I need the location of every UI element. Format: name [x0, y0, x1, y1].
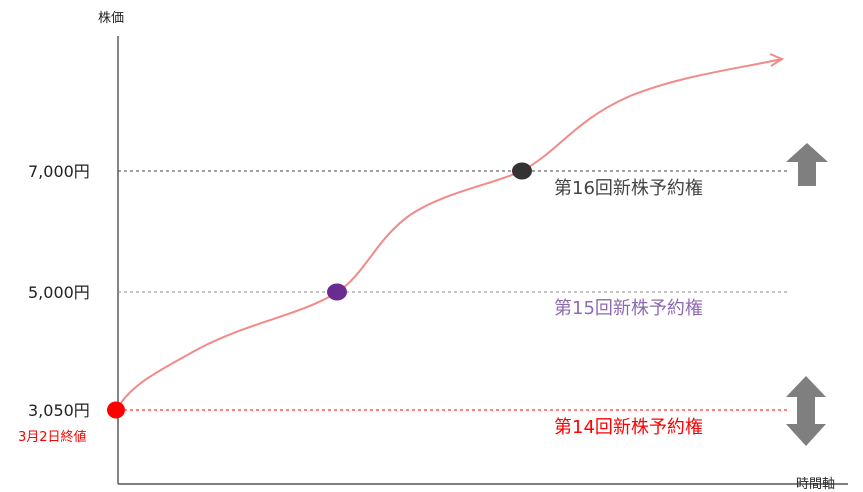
- up-arrow-icon: [786, 143, 828, 186]
- price-label-3050: 3,050円: [28, 401, 90, 420]
- option-label-16: 第16回新株予約権: [554, 178, 703, 199]
- point-5000: [327, 284, 347, 301]
- option-label-14: 第14回新株予約権: [554, 417, 703, 438]
- point-7000: [512, 163, 532, 180]
- closing-price-note: 3月2日終値: [18, 429, 87, 445]
- x-axis-title: 時間軸: [796, 477, 835, 492]
- y-axis-title: 株価: [98, 11, 124, 26]
- up-down-arrow-icon: [786, 376, 826, 446]
- price-label-7000: 7,000円: [28, 162, 90, 181]
- price-label-5000: 5,000円: [28, 283, 90, 302]
- stock-price-curve: [118, 59, 782, 408]
- point-3050: [107, 402, 125, 419]
- option-label-15: 第15回新株予約権: [554, 298, 703, 319]
